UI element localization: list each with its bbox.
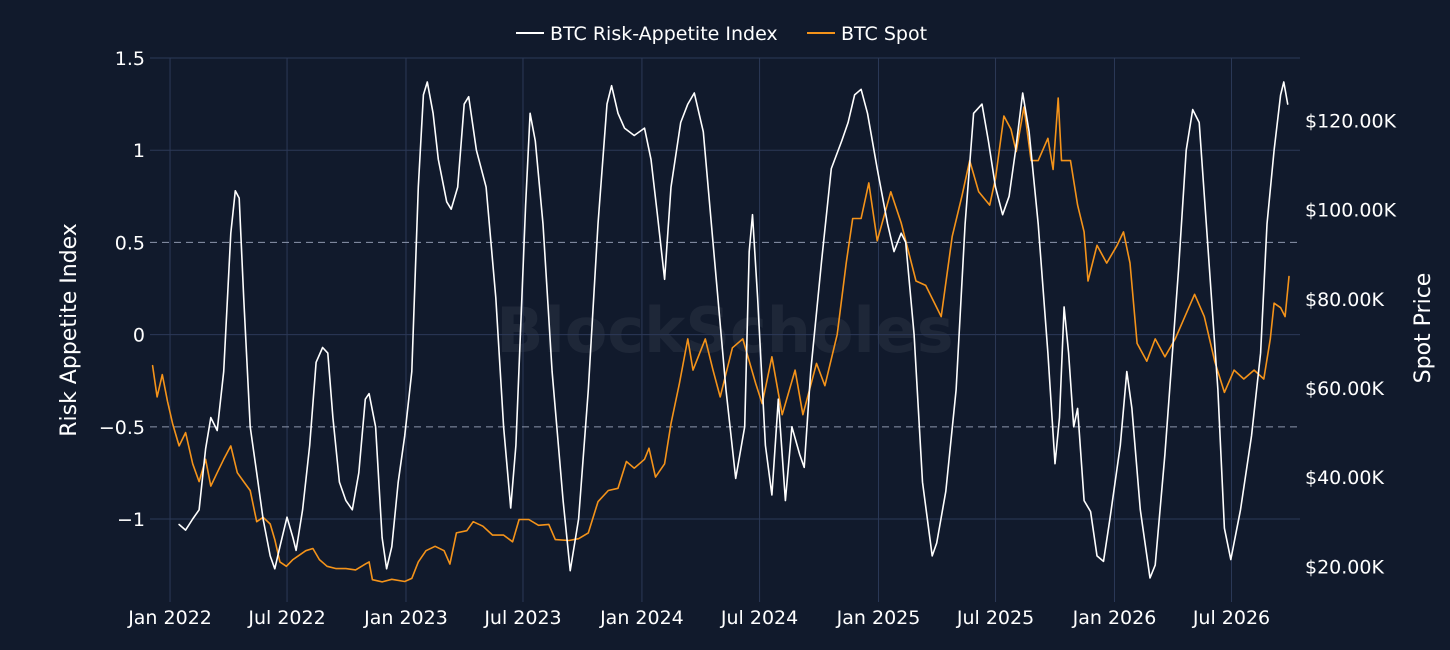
x-tick-label: Jan 2024: [599, 607, 684, 629]
x-tick-label: Jan 2023: [363, 607, 448, 629]
y-right-tick-label: $120.00K: [1305, 110, 1397, 132]
x-tick-label: Jul 2023: [483, 607, 561, 629]
x-tick-label: Jan 2025: [836, 607, 921, 629]
y-left-tick-label: −1: [117, 509, 145, 531]
y-left-tick-label: 1: [133, 140, 145, 162]
risk-appetite-index-line: [178, 81, 1289, 579]
y-right-tick-label: $100.00K: [1305, 200, 1397, 222]
y-left-axis-title: Risk Appetite Index: [57, 223, 82, 437]
y-left-tick-label: 0.5: [115, 232, 145, 254]
x-tick-label: Jul 2022: [247, 607, 325, 629]
y-right-tick-label: $60.00K: [1305, 378, 1384, 400]
y-left-tick-label: −0.5: [99, 417, 145, 439]
y-right-tick-label: $20.00K: [1305, 556, 1384, 578]
btc-spot-line: [151, 97, 1290, 583]
y-left-tick-label: 0: [133, 325, 145, 347]
x-tick-label: Jan 2026: [1072, 607, 1157, 629]
y-right-tick-label: $40.00K: [1305, 467, 1384, 489]
legend-label-risk-appetite-index[interactable]: BTC Risk-Appetite Index: [550, 23, 778, 45]
y-right-axis-title: Spot Price: [1411, 273, 1436, 384]
x-tick-label: Jul 2024: [720, 607, 798, 629]
watermark-text: BlockScholes: [496, 294, 953, 367]
y-left-tick-label: 1.5: [115, 48, 145, 70]
x-tick-label: Jan 2022: [127, 607, 212, 629]
legend-label-btc-spot[interactable]: BTC Spot: [841, 23, 927, 45]
x-tick-label: Jul 2026: [1192, 607, 1270, 629]
x-tick-label: Jul 2025: [956, 607, 1034, 629]
y-right-tick-label: $80.00K: [1305, 289, 1384, 311]
